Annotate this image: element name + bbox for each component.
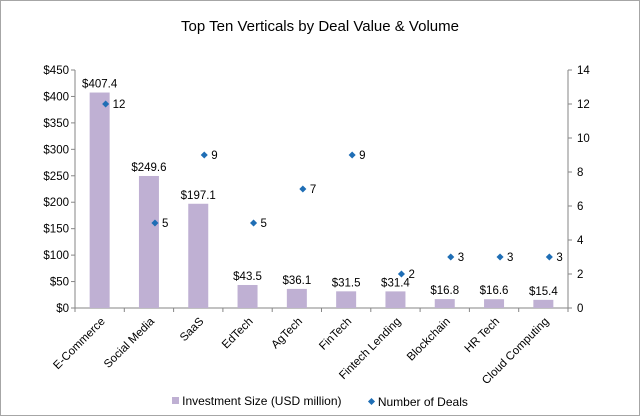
- x-tick-label: Blockchain: [405, 316, 453, 364]
- deal-marker: [250, 219, 258, 227]
- left-tick-label: $200: [43, 197, 69, 209]
- x-tick-label: Social Media: [102, 315, 157, 370]
- marker-data-label: 5: [162, 218, 168, 230]
- bar: [286, 288, 307, 308]
- x-tick-label: E-Commerce: [51, 316, 107, 372]
- left-tick-label: $300: [43, 144, 69, 156]
- marker-series: 12 5 9 5 7 9 2 3 3 3: [102, 99, 563, 281]
- legend-item-investment: Investment Size (USD million): [172, 394, 341, 408]
- x-tick-label: AgTech: [269, 316, 305, 352]
- bar-data-label: $15.4: [529, 286, 558, 298]
- right-tick-label: 10: [577, 133, 590, 145]
- deal-marker: [496, 253, 504, 261]
- bar-data-label: $31.4: [381, 277, 410, 289]
- deal-marker: [102, 100, 110, 108]
- right-tick-label: 14: [577, 65, 590, 77]
- bar: [89, 92, 110, 308]
- marker-data-label: 3: [458, 252, 464, 264]
- bar-data-label: $407.4: [82, 79, 118, 91]
- left-tick-label: $450: [43, 65, 69, 77]
- left-tick-label: $150: [43, 224, 69, 236]
- left-y-axis: $0 $50 $100 $150 $200 $250 $300 $350 $400 $450: [43, 65, 76, 315]
- marker-data-label: 3: [556, 252, 562, 264]
- marker-data-label: 9: [359, 150, 365, 162]
- bar: [336, 291, 357, 308]
- legend-item-deals: Number of Deals: [367, 394, 468, 409]
- marker-data-label: 9: [211, 150, 217, 162]
- marker-data-label: 12: [113, 99, 126, 111]
- bar: [434, 299, 455, 308]
- bar-data-label: $43.5: [233, 271, 262, 283]
- left-tick-label: $400: [43, 91, 69, 103]
- legend-bar-swatch: [172, 397, 180, 404]
- deal-marker: [200, 151, 208, 159]
- bar-data-label: $36.1: [282, 275, 311, 287]
- marker-data-label: 7: [310, 184, 316, 196]
- bar: [385, 291, 406, 308]
- x-tick-label: SaaS: [178, 315, 207, 344]
- bar: [237, 284, 258, 308]
- legend-diamond-swatch: [367, 397, 375, 406]
- deal-marker: [151, 219, 159, 227]
- marker-data-label: 2: [408, 269, 414, 281]
- marker-data-label: 3: [507, 252, 513, 264]
- deal-marker: [299, 185, 307, 193]
- left-tick-label: $350: [43, 118, 69, 130]
- legend: Investment Size (USD million) Number of …: [0, 393, 640, 409]
- bar-data-label: $197.1: [181, 190, 216, 202]
- left-tick-label: $50: [50, 277, 69, 289]
- deal-marker: [348, 151, 356, 159]
- bar-series: $407.4 $249.6 $197.1 $43.5 $36.1 $31.5 $31.4 $1…: [82, 79, 558, 308]
- right-tick-label: 0: [577, 303, 583, 315]
- marker-data-label: 5: [261, 218, 267, 230]
- bar: [533, 299, 554, 308]
- bar: [188, 203, 209, 308]
- bar: [484, 299, 505, 308]
- x-tick-label: HR Tech: [463, 316, 503, 356]
- right-tick-label: 6: [577, 201, 583, 213]
- left-tick-label: $250: [43, 171, 69, 183]
- deal-marker: [447, 253, 455, 261]
- x-tick-label: FinTech: [317, 316, 354, 353]
- left-tick-label: $0: [56, 303, 69, 315]
- bar-data-label: $16.8: [430, 285, 459, 297]
- bar: [138, 175, 159, 308]
- bar-data-label: $16.6: [480, 285, 509, 297]
- deal-marker: [397, 270, 405, 278]
- right-tick-label: 12: [577, 99, 590, 111]
- left-tick-label: $100: [43, 250, 69, 262]
- bar-data-label: $249.6: [131, 162, 166, 174]
- right-tick-label: 2: [577, 269, 583, 281]
- bar-data-label: $31.5: [332, 277, 361, 289]
- deal-marker: [545, 253, 553, 261]
- chart-title: Top Ten Verticals by Deal Value & Volume: [181, 18, 459, 35]
- legend-label-investment: Investment Size (USD million): [182, 393, 342, 408]
- right-tick-label: 4: [577, 235, 584, 247]
- x-tick-label: EdTech: [220, 316, 256, 352]
- right-y-axis: 0 2 4 6 8 10 12 14: [567, 65, 590, 315]
- right-tick-label: 8: [577, 167, 583, 179]
- legend-label-deals: Number of Deals: [377, 394, 468, 409]
